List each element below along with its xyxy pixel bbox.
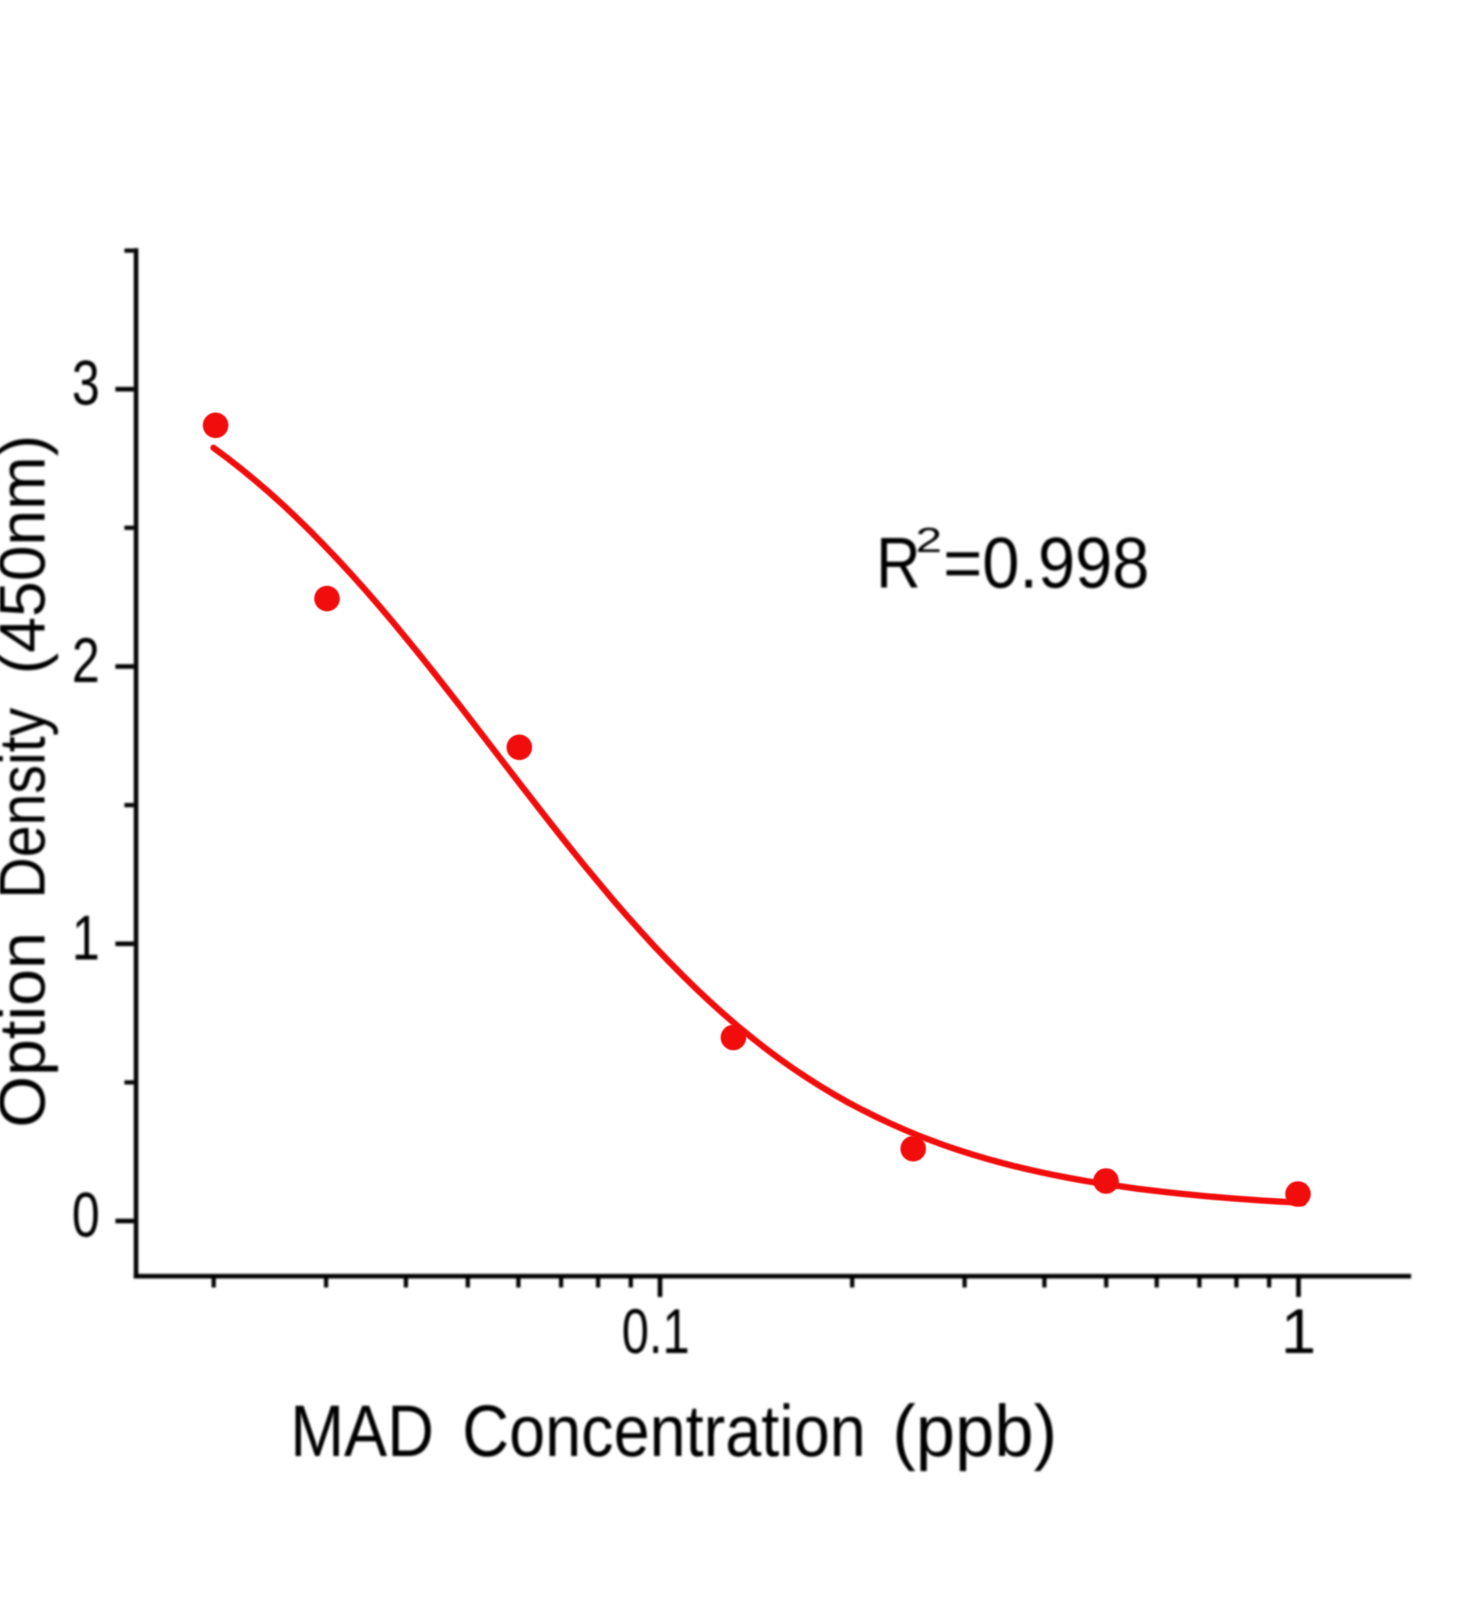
- svg-text:2: 2: [72, 626, 100, 696]
- svg-text:0: 0: [72, 1181, 100, 1251]
- svg-text:=0.998: =0.998: [943, 523, 1149, 603]
- svg-text:0.1: 0.1: [622, 1297, 690, 1367]
- svg-text:MAD: MAD: [290, 1391, 434, 1472]
- svg-text:3: 3: [72, 349, 100, 419]
- svg-text:(ppb): (ppb): [892, 1391, 1057, 1472]
- svg-text:(450nm): (450nm): [0, 435, 59, 674]
- svg-text:Density: Density: [0, 707, 59, 898]
- svg-text:1: 1: [72, 903, 100, 973]
- svg-text:Option: Option: [0, 932, 59, 1128]
- svg-text:Concentration: Concentration: [462, 1391, 866, 1472]
- svg-text:1: 1: [1281, 1297, 1316, 1367]
- svg-text:R: R: [876, 523, 921, 603]
